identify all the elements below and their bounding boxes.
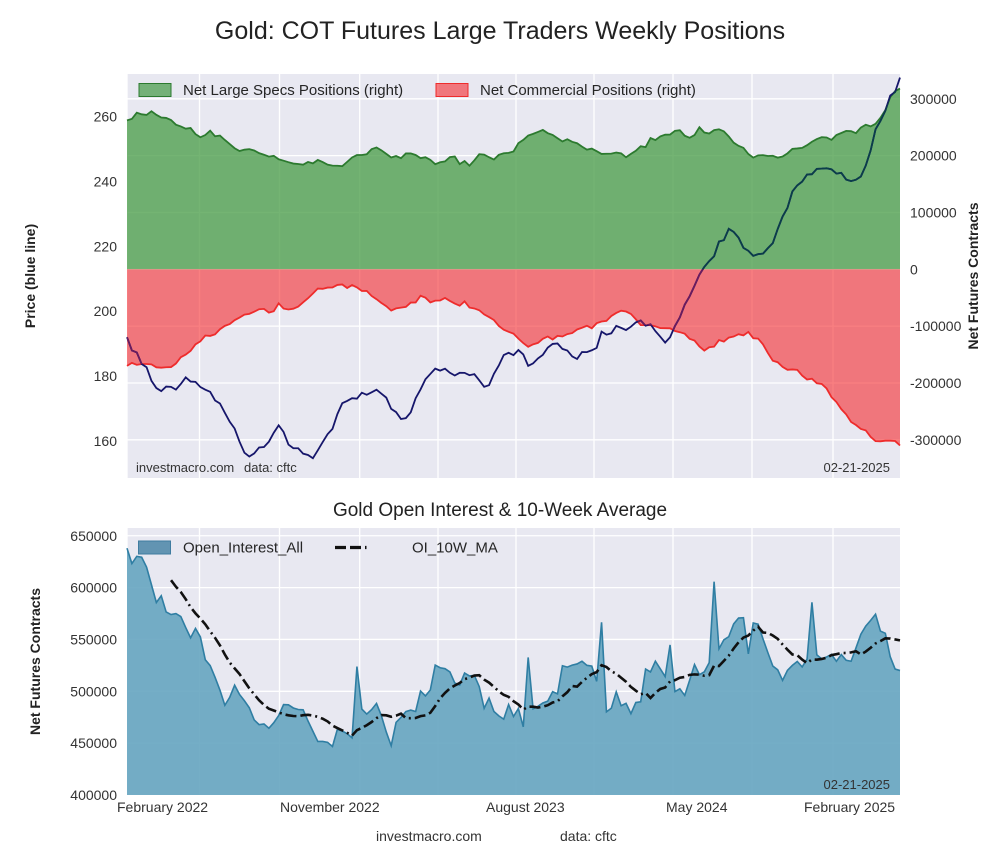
svg-text:260: 260 [94,109,118,125]
svg-text:02-21-2025: 02-21-2025 [824,460,891,475]
svg-text:Net Futures Contracts: Net Futures Contracts [27,588,43,735]
svg-text:investmacro.com: investmacro.com [136,460,234,475]
svg-text:May 2024: May 2024 [666,799,728,815]
svg-text:160: 160 [94,433,118,449]
svg-text:February 2022: February 2022 [117,799,208,815]
svg-text:400000: 400000 [70,787,117,803]
svg-text:data: cftc: data: cftc [244,460,297,475]
svg-text:500000: 500000 [70,683,117,699]
svg-text:200: 200 [94,303,118,319]
svg-text:02-21-2025: 02-21-2025 [824,777,891,792]
svg-text:Open_Interest_All: Open_Interest_All [183,540,303,557]
svg-text:November 2022: November 2022 [280,799,380,815]
svg-text:600000: 600000 [70,580,117,596]
svg-text:550000: 550000 [70,632,117,648]
svg-text:Price (blue line): Price (blue line) [22,224,38,328]
svg-text:February 2025: February 2025 [804,799,895,815]
svg-text:200000: 200000 [910,148,957,164]
svg-text:-300000: -300000 [910,432,962,448]
svg-text:OI_10W_MA: OI_10W_MA [412,540,498,557]
svg-text:Net Futures Contracts: Net Futures Contracts [965,202,981,349]
svg-text:650000: 650000 [70,528,117,544]
svg-text:220: 220 [94,238,118,254]
svg-text:100000: 100000 [910,205,957,221]
svg-text:300000: 300000 [910,91,957,107]
svg-text:Net Large Specs Positions (rig: Net Large Specs Positions (right) [183,82,403,99]
svg-text:August 2023: August 2023 [486,799,565,815]
svg-text:450000: 450000 [70,735,117,751]
svg-text:0: 0 [910,261,918,277]
svg-text:-200000: -200000 [910,375,962,391]
svg-text:-100000: -100000 [910,318,962,334]
svg-text:240: 240 [94,173,118,189]
svg-text:Net Commercial Positions (righ: Net Commercial Positions (right) [480,82,696,99]
svg-text:180: 180 [94,368,118,384]
